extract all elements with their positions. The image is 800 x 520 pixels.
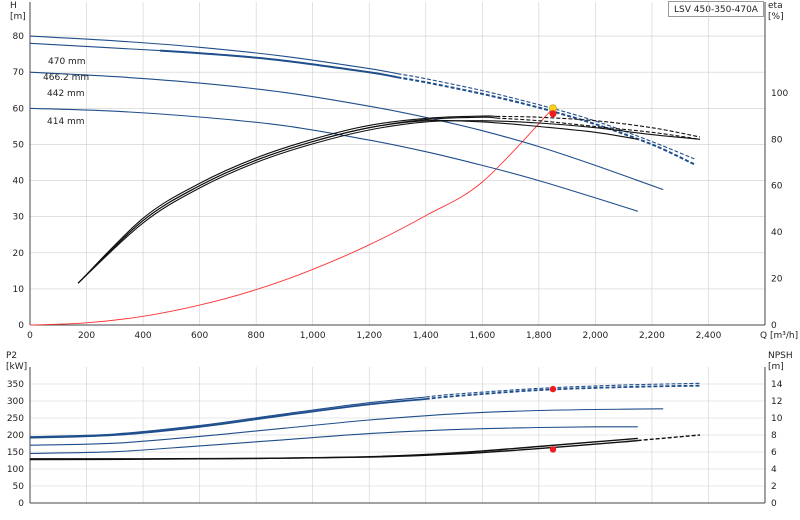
y-tick-label: 60	[13, 104, 25, 114]
system-curve	[29, 107, 554, 326]
npsh-tick-label: 10	[771, 414, 783, 424]
power-curve-dashed	[425, 382, 701, 398]
y-tick-label: 70	[13, 68, 25, 78]
power-curve-solid	[29, 396, 426, 438]
x-tick-label: 200	[78, 331, 95, 341]
curve-label: 414 mm	[47, 117, 85, 127]
head-curve	[29, 71, 664, 191]
head-curve-solid	[29, 35, 398, 75]
x-tick-label: 1,000	[300, 331, 326, 341]
p2-tick-label: 150	[7, 448, 24, 458]
npsh-axis-label: NPSH	[768, 351, 793, 361]
npsh-tick-label: 8	[771, 431, 777, 441]
y-axis-unit: [m]	[10, 12, 26, 22]
p2-tick-label: 350	[7, 380, 24, 390]
npsh-axis-unit: [m]	[768, 362, 784, 372]
npsh-tick-label: 6	[771, 448, 777, 458]
y-right-axis-label: eta	[768, 1, 783, 11]
power-curve-dashed	[425, 384, 701, 400]
efficiency-curve-dashed	[496, 115, 701, 138]
npsh-tick-label: 0	[771, 499, 777, 509]
y-tick-label: 0	[18, 321, 24, 331]
y-right-tick-label: 20	[771, 275, 783, 285]
x-tick-label: 2,400	[696, 331, 722, 341]
npsh-tick-label: 12	[771, 397, 782, 407]
y-axis-label: H	[10, 1, 17, 11]
head-curve-dashed	[397, 73, 695, 160]
efficiency-curve	[77, 119, 638, 284]
y-right-tick-label: 80	[771, 135, 783, 145]
chart-title: LSV 450-350-470A	[668, 1, 764, 17]
operating-point-power	[549, 385, 557, 393]
efficiency-curve-solid	[77, 115, 497, 284]
y-right-tick-label: 100	[771, 89, 788, 99]
y-tick-label: 20	[13, 249, 25, 259]
x-tick-label: 1,400	[413, 331, 439, 341]
p2-axis-unit: [kW]	[6, 362, 27, 372]
y-tick-label: 10	[13, 285, 25, 295]
npsh-curve-dashed	[637, 434, 701, 442]
efficiency-curve-solid	[77, 116, 497, 284]
curve-label: 470 mm	[48, 57, 86, 67]
efficiency-curve	[77, 120, 701, 284]
y-right-tick-label: 40	[771, 228, 783, 238]
x-tick-label: 1,800	[526, 331, 552, 341]
power-curve	[29, 408, 664, 446]
x-tick-label: 400	[134, 331, 151, 341]
p2-axis-label: P2	[6, 351, 17, 361]
head-curve	[29, 42, 161, 52]
operating-point-npsh	[549, 446, 557, 453]
x-axis-label: Q [m³/h]	[760, 331, 798, 341]
p2-tick-label: 0	[18, 499, 24, 509]
p2-tick-label: 100	[7, 465, 24, 475]
p2-tick-label: 250	[7, 414, 24, 424]
x-tick-label: 0	[27, 331, 33, 341]
operating-point-efficiency	[549, 110, 557, 118]
x-tick-label: 1,200	[356, 331, 382, 341]
y-tick-label: 80	[13, 32, 25, 42]
npsh-tick-label: 14	[771, 380, 783, 390]
curve-label: 466.2 mm	[43, 73, 89, 83]
efficiency-curve-dashed	[496, 117, 701, 140]
y-right-tick-label: 60	[771, 182, 783, 192]
curve-label: 442 mm	[47, 89, 85, 99]
x-tick-label: 1,600	[469, 331, 495, 341]
p2-tick-label: 300	[7, 397, 24, 407]
x-tick-label: 600	[191, 331, 208, 341]
head-curve-solid	[159, 49, 398, 79]
x-tick-label: 800	[248, 331, 265, 341]
npsh-tick-label: 2	[771, 482, 777, 492]
p2-tick-label: 50	[13, 482, 25, 492]
y-right-tick-label: 0	[771, 321, 777, 331]
power-curve-solid	[29, 398, 426, 439]
x-tick-label: 2,200	[639, 331, 665, 341]
p2-tick-label: 200	[7, 431, 24, 441]
x-tick-label: 2,000	[583, 331, 609, 341]
y-tick-label: 50	[13, 140, 25, 150]
y-tick-label: 40	[13, 177, 25, 187]
y-tick-label: 30	[13, 213, 25, 223]
npsh-tick-label: 4	[771, 465, 777, 475]
power-curve	[29, 426, 638, 454]
head-curve	[29, 107, 638, 212]
npsh-curve	[29, 437, 638, 461]
y-right-axis-unit: [%]	[768, 12, 784, 22]
head-curve-dashed	[397, 76, 695, 166]
